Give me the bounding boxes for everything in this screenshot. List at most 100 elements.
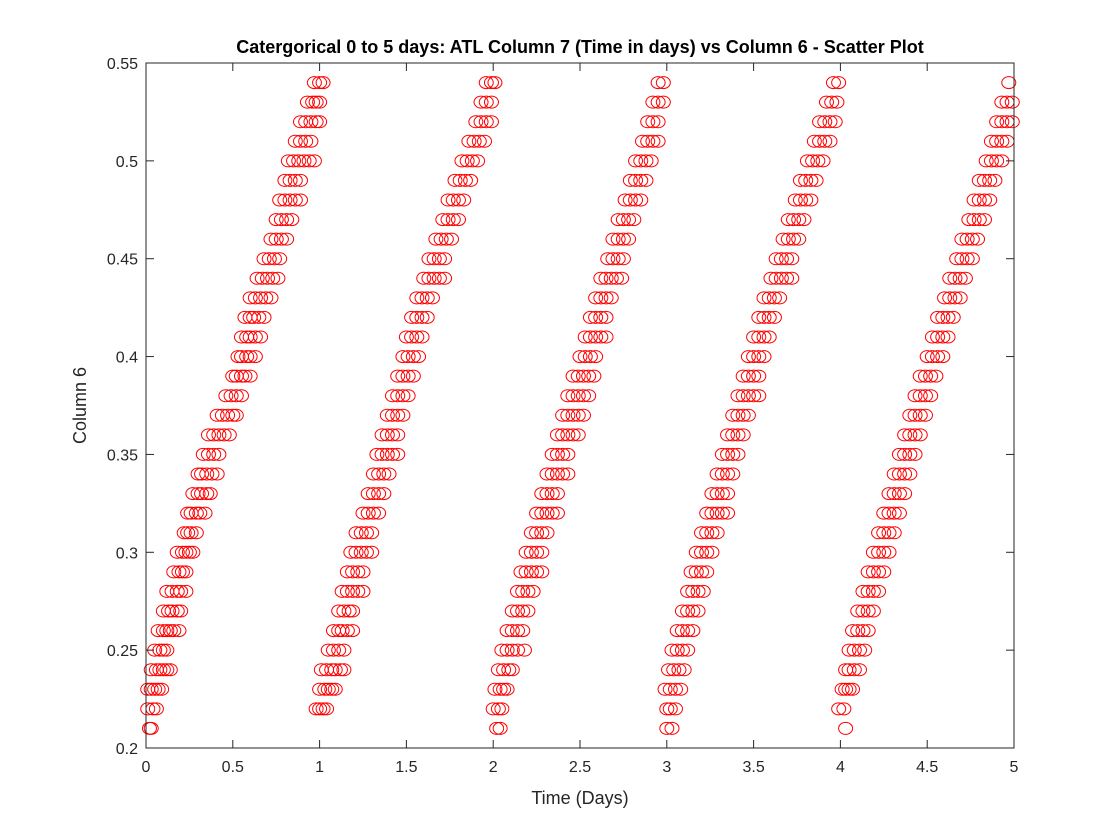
scatter-point [539, 467, 555, 481]
scatter-point [850, 624, 866, 638]
scatter-point [263, 232, 279, 246]
scatter-point [935, 350, 951, 364]
scatter-point [865, 565, 881, 579]
scatter-point [577, 350, 593, 364]
scatter-point [345, 584, 361, 598]
y-axis-label: Column 6 [70, 367, 90, 444]
scatter-point [575, 389, 591, 403]
scatter-point [317, 682, 333, 696]
scatter-point [787, 193, 803, 207]
scatter-point [155, 643, 171, 657]
scatter-point [907, 428, 923, 442]
scatter-point [815, 154, 831, 168]
scatter-point [881, 545, 897, 559]
scatter-point [268, 213, 284, 227]
scatter-point [171, 624, 187, 638]
scatter-point [982, 193, 998, 207]
scatter-point [661, 663, 677, 677]
scatter-point [581, 389, 597, 403]
scatter-point [421, 271, 437, 285]
scatter-point [515, 624, 531, 638]
scatter-point [431, 252, 447, 266]
scatter-point [834, 682, 850, 696]
scatter-point [174, 565, 190, 579]
scatter-point [959, 252, 975, 266]
scatter-point [199, 487, 215, 501]
scatter-point [336, 604, 352, 618]
scatter-point [610, 232, 626, 246]
scatter-point [942, 291, 958, 305]
scatter-point [570, 389, 586, 403]
scatter-point [218, 389, 234, 403]
scatter-point [206, 447, 222, 461]
scatter-point [164, 604, 180, 618]
scatter-point [450, 193, 466, 207]
scatter-point [1004, 115, 1020, 129]
scatter-point [440, 213, 456, 227]
scatter-point [886, 506, 902, 520]
scatter-point [784, 252, 800, 266]
scatter-point [154, 682, 170, 696]
scatter-point [924, 330, 940, 344]
scatter-point [645, 95, 661, 109]
scatter-point [539, 526, 555, 540]
scatter-point [501, 663, 517, 677]
scatter-point [400, 350, 416, 364]
scatter-point [560, 389, 576, 403]
scatter-point [643, 154, 659, 168]
scatter-point [485, 702, 501, 716]
scatter-point [603, 271, 619, 285]
scatter-point [496, 663, 512, 677]
scatter-point [339, 565, 355, 579]
scatter-point [989, 115, 1005, 129]
scatter-point [499, 682, 515, 696]
scatter-point [178, 584, 194, 598]
scatter-point [940, 330, 956, 344]
scatter-point [327, 682, 343, 696]
y-tick-label: 0.4 [116, 350, 138, 367]
scatter-point [473, 95, 489, 109]
scatter-point [740, 350, 756, 364]
scatter-point [273, 232, 289, 246]
scatter-point [971, 213, 987, 227]
scatter-point [664, 721, 680, 735]
x-axis-label: Time (Days) [531, 788, 628, 808]
scatter-point [831, 702, 847, 716]
scatter-point [902, 408, 918, 422]
scatter-point [582, 330, 598, 344]
scatter-point [324, 663, 340, 677]
scatter-point [513, 565, 529, 579]
scatter-point [308, 95, 324, 109]
scatter-point [756, 310, 772, 324]
y-tick-label: 0.25 [107, 643, 138, 660]
scatter-point [544, 467, 560, 481]
scatter-point [942, 271, 958, 285]
scatter-point [881, 487, 897, 501]
scatter-point [147, 682, 163, 696]
scatter-point [912, 369, 928, 383]
scatter-point [253, 291, 269, 305]
scatter-point [494, 702, 510, 716]
scatter-point [405, 350, 421, 364]
scatter-point [841, 643, 857, 657]
scatter-point [268, 232, 284, 246]
scatter-point [876, 565, 892, 579]
scatter-point [694, 565, 710, 579]
scatter-point [312, 115, 328, 129]
scatter-point [390, 447, 406, 461]
scatter-point [504, 643, 520, 657]
scatter-point [478, 115, 494, 129]
scatter-point [549, 447, 565, 461]
scatter-point [549, 506, 565, 520]
scatter-point [570, 408, 586, 422]
scatter-point [395, 408, 411, 422]
scatter-point [593, 271, 609, 285]
scatter-point [841, 663, 857, 677]
scatter-point [638, 154, 654, 168]
scatter-point [315, 702, 331, 716]
scatter-point [662, 682, 678, 696]
scatter-point [266, 252, 282, 266]
scatter-point [523, 545, 539, 559]
scatter-point [504, 624, 520, 638]
